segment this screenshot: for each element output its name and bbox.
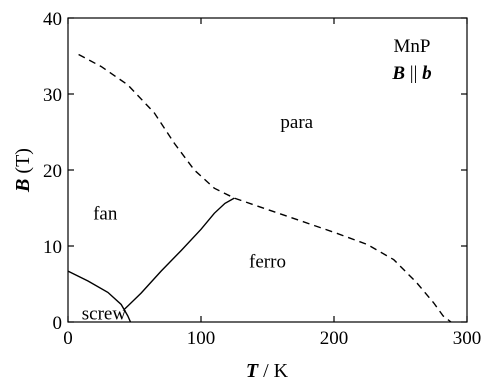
legend-line1: MnP <box>394 36 431 57</box>
region-labels: para fan ferro screw <box>82 112 314 325</box>
y-tick-label: 10 <box>43 237 62 258</box>
y-tick-label: 40 <box>43 9 62 30</box>
x-tick-label: 100 <box>187 328 216 349</box>
region-label-para: para <box>280 112 313 133</box>
x-axis-unit: / K <box>258 360 289 382</box>
y-axis-title: B (T) <box>12 148 34 193</box>
series-layer <box>67 53 452 323</box>
legend-field-var: B <box>391 63 405 84</box>
y-axis-variable: B <box>12 179 34 193</box>
x-tick-label: 200 <box>320 328 349 349</box>
legend-axis-var: b <box>422 63 432 84</box>
x-axis-title: T / K <box>246 360 289 382</box>
region-label-ferro: ferro <box>249 251 286 272</box>
tick-labels: 0 100 200 300 0 10 20 30 40 <box>43 9 481 349</box>
y-tick-label: 30 <box>43 85 62 106</box>
x-tick-label: 0 <box>63 328 73 349</box>
x-tick-label: 300 <box>453 328 482 349</box>
phase-boundary-dashed <box>78 53 452 323</box>
region-label-fan: fan <box>93 203 118 224</box>
region-label-screw: screw <box>82 304 127 325</box>
legend-line2: B || b <box>391 63 431 84</box>
phase-boundary-solid <box>67 270 132 323</box>
legend-parallel: || <box>405 63 422 84</box>
x-axis-variable: T <box>246 360 259 382</box>
phase-boundary-solid <box>123 197 235 311</box>
y-tick-label: 20 <box>43 161 62 182</box>
tick-marks <box>67 17 468 323</box>
y-axis-unit: (T) <box>12 148 34 179</box>
y-tick-label: 0 <box>53 313 63 334</box>
